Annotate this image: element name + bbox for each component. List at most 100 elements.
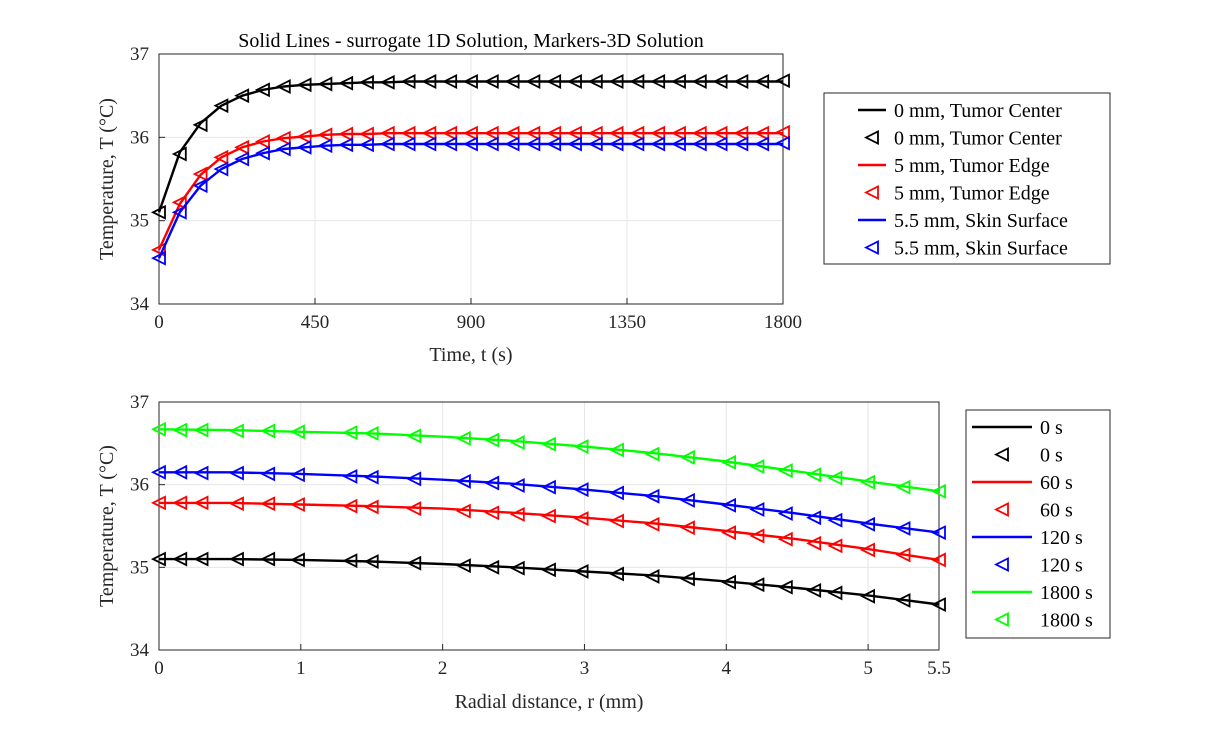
data-point-marker [525, 125, 541, 141]
legend-label: 5 mm, Tumor Edge [894, 183, 1050, 205]
y-axis-label: Temperature, T (°C) [96, 445, 118, 607]
legend-label: 5 mm, Tumor Edge [894, 155, 1050, 177]
data-point-marker [193, 465, 209, 481]
data-point-marker [827, 470, 843, 486]
data-point-marker [228, 496, 244, 512]
data-point-marker [150, 421, 166, 437]
x-tick-label: 1350 [608, 312, 646, 333]
data-point-marker [254, 145, 270, 161]
data-point-marker [363, 469, 379, 485]
data-point-marker [296, 139, 312, 155]
data-series [150, 421, 946, 612]
legend-item: 60 s [993, 500, 1073, 522]
data-point-marker [509, 478, 525, 493]
data-point-marker [509, 560, 525, 576]
data-point-marker [338, 137, 354, 153]
data-point-marker [296, 77, 312, 93]
data-point-marker [679, 571, 695, 587]
data-point-marker [150, 464, 166, 480]
data-point-marker [930, 552, 946, 568]
data-point-marker [609, 513, 624, 529]
data-point-marker [712, 74, 728, 89]
data-point-marker [749, 528, 765, 544]
data-point-marker [455, 503, 471, 519]
data-point-marker [774, 124, 790, 140]
legend-item: 120 s [993, 555, 1083, 577]
x-axis-label: Radial distance, r (mm) [455, 691, 644, 713]
y-tick-label: 37 [130, 392, 149, 413]
series-2 [150, 124, 790, 258]
data-point-marker [609, 442, 624, 458]
data-point-marker [712, 136, 728, 152]
data-point-marker [691, 136, 707, 152]
legend-item: 0 s [972, 417, 1063, 439]
data-point-marker [774, 73, 790, 89]
legend-marker-swatch [863, 130, 879, 145]
data-point-marker [827, 538, 843, 554]
data-point-marker [254, 82, 270, 98]
legend-item: 1800 s [972, 582, 1093, 604]
x-tick-label: 2 [438, 658, 448, 679]
data-point-marker [546, 136, 562, 152]
data-point-marker [777, 579, 793, 595]
y-tick-label: 36 [130, 127, 149, 148]
data-point-marker [644, 488, 660, 504]
x-tick-label: 4 [722, 658, 732, 679]
data-point-marker [806, 467, 822, 483]
legend-label: 0 mm, Tumor Center [894, 128, 1062, 150]
data-point-marker [629, 125, 645, 141]
data-point-marker [540, 562, 556, 578]
legend-item: 5.5 mm, Skin Surface [863, 238, 1068, 260]
data-point-marker [455, 473, 471, 489]
data-point-marker [566, 74, 582, 89]
legend-item: 0 mm, Tumor Center [863, 128, 1062, 150]
data-point-marker [442, 125, 458, 141]
x-tick-label: 450 [301, 312, 330, 333]
data-point-marker [806, 583, 822, 598]
legend-label: 0 mm, Tumor Center [894, 100, 1062, 122]
data-point-marker [338, 75, 354, 91]
data-point-marker [234, 139, 250, 155]
data-point-marker [827, 512, 843, 528]
data-point-marker [400, 125, 416, 141]
legend: 0 s 0 s 60 s 60 s 120 s 120 s 1800 s 1800 s [965, 409, 1111, 639]
data-point-marker [573, 482, 589, 498]
data-point-marker [379, 74, 395, 90]
data-point-marker [192, 117, 208, 133]
data-point-marker [462, 74, 478, 89]
data-point-marker [317, 76, 333, 92]
data-point-marker [192, 178, 208, 194]
plot-area-frame [158, 401, 940, 651]
legend-marker-swatch [863, 185, 879, 200]
data-point-marker [421, 125, 437, 141]
legend-label: 120 s [1040, 555, 1083, 577]
data-point-marker [587, 74, 603, 89]
data-point-marker [172, 551, 188, 567]
series-line [158, 428, 940, 493]
data-point-marker [860, 474, 875, 490]
data-point-marker [484, 559, 500, 575]
data-point-marker [363, 499, 379, 515]
legend-item: 0 mm, Tumor Center [858, 100, 1062, 122]
data-point-marker [484, 475, 500, 491]
data-point-marker [406, 555, 422, 571]
data-point-marker [504, 74, 520, 89]
data-point-marker [213, 149, 229, 165]
chart-temperature-vs-time: 0 450 900 1350 1800 34 35 36 37 Solid Lines - su… [96, 30, 1111, 366]
y-tick-label: 34 [130, 294, 150, 315]
data-point-marker [193, 422, 209, 438]
data-point-marker [691, 125, 707, 141]
data-point-marker [358, 74, 374, 90]
data-point-marker [930, 483, 946, 499]
y-tick-label: 35 [130, 557, 149, 578]
legend-item: 5 mm, Tumor Edge [858, 155, 1050, 177]
series-1 [150, 73, 790, 220]
data-point-marker [406, 501, 422, 517]
data-point-marker [150, 551, 166, 567]
data-point-marker [462, 136, 478, 152]
data-point-marker [504, 136, 520, 152]
y-axis-label: Temperature, T (°C) [96, 98, 118, 260]
data-point-marker [342, 468, 358, 484]
data-point-marker [679, 492, 695, 508]
